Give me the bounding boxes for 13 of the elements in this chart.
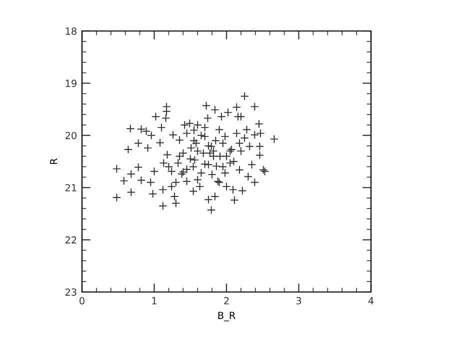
x-axis-title: B_R: [218, 312, 236, 322]
x-tick-label: 1: [152, 297, 156, 304]
x-tick-label: 4: [368, 297, 374, 304]
y-tick-label: 21: [65, 184, 76, 192]
y-tick-label: 19: [66, 80, 76, 88]
y-tick-label: 23: [65, 288, 76, 296]
x-tick-label: 0: [80, 297, 84, 304]
y-tick-label: 20: [65, 132, 76, 140]
y-tick-label: 18: [66, 27, 76, 35]
x-tick-label: 3: [296, 297, 302, 304]
y-axis-title: R: [50, 158, 58, 164]
x-tick-label: 2: [224, 297, 229, 304]
y-tick-label: 22: [65, 236, 76, 244]
